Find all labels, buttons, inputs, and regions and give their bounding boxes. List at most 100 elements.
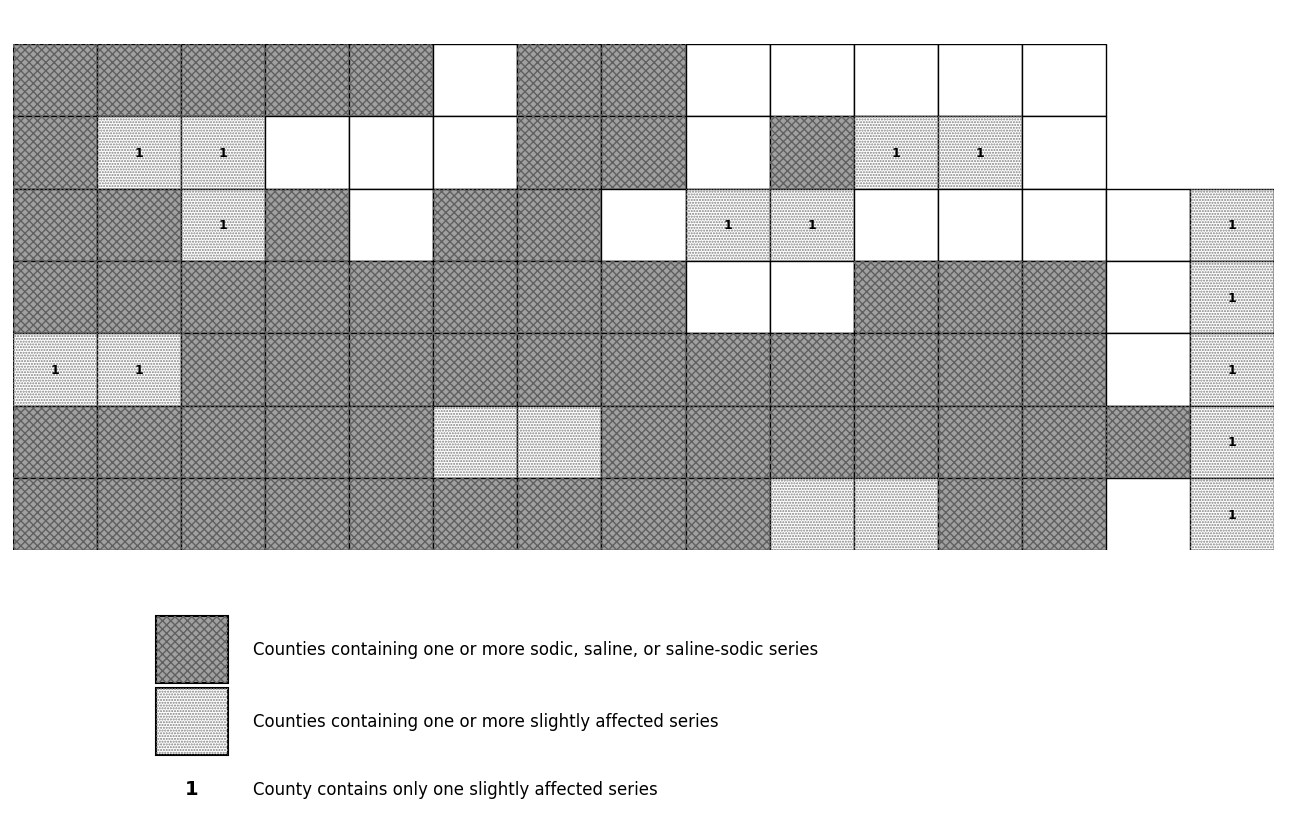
Bar	[181, 334, 265, 406]
Bar	[156, 688, 228, 755]
Bar	[13, 189, 98, 261]
Bar	[433, 261, 517, 334]
Bar	[685, 261, 770, 334]
Bar	[350, 45, 433, 117]
Bar	[265, 261, 350, 334]
Bar	[433, 45, 517, 117]
Bar	[13, 117, 98, 189]
Bar	[854, 117, 937, 189]
Bar	[181, 117, 265, 189]
Bar	[517, 334, 602, 406]
Bar	[937, 189, 1022, 261]
Bar	[517, 45, 602, 117]
Bar	[1022, 334, 1106, 406]
Bar	[98, 117, 181, 189]
Bar	[854, 261, 937, 334]
Bar	[854, 261, 937, 334]
Bar	[433, 478, 517, 551]
Bar	[685, 189, 770, 261]
Bar	[433, 334, 517, 406]
Bar	[1190, 478, 1274, 551]
Bar	[1190, 334, 1274, 406]
Bar	[98, 45, 181, 117]
Bar	[602, 261, 685, 334]
Bar	[854, 45, 937, 117]
Bar	[770, 189, 854, 261]
Bar	[433, 189, 517, 261]
Bar	[770, 261, 854, 334]
Bar	[350, 478, 433, 551]
Bar	[854, 189, 937, 261]
Text: 1: 1	[135, 146, 143, 160]
Bar	[433, 189, 517, 261]
Bar	[13, 261, 98, 334]
Bar	[13, 45, 98, 117]
Bar	[350, 261, 433, 334]
Bar	[517, 478, 602, 551]
Bar	[770, 117, 854, 189]
Bar	[1274, 261, 1300, 334]
Bar	[181, 406, 265, 478]
Text: 1: 1	[51, 364, 60, 376]
Bar	[602, 189, 685, 261]
Bar	[98, 45, 181, 117]
Text: 1: 1	[1227, 364, 1236, 376]
Bar	[265, 45, 350, 117]
Bar	[937, 406, 1022, 478]
Bar	[517, 117, 602, 189]
Bar	[517, 189, 602, 261]
Bar	[1274, 189, 1300, 261]
Bar	[1190, 406, 1274, 478]
Text: County contains only one slightly affected series: County contains only one slightly affect…	[254, 780, 658, 797]
Bar	[937, 478, 1022, 551]
Bar	[181, 406, 265, 478]
Bar	[181, 189, 265, 261]
Bar	[265, 478, 350, 551]
Bar	[156, 688, 228, 755]
Bar	[517, 45, 602, 117]
Bar	[517, 189, 602, 261]
Bar	[265, 45, 350, 117]
Bar	[181, 261, 265, 334]
Bar	[685, 117, 770, 189]
Bar	[854, 334, 937, 406]
Bar	[685, 478, 770, 551]
Bar	[98, 334, 181, 406]
Bar	[685, 189, 770, 261]
Bar	[685, 406, 770, 478]
Text: 1: 1	[1227, 508, 1236, 521]
Bar	[1022, 406, 1106, 478]
Bar	[770, 406, 854, 478]
Bar	[602, 478, 685, 551]
Bar	[1190, 261, 1274, 334]
Bar	[13, 189, 98, 261]
Bar	[1106, 406, 1190, 478]
Bar	[1022, 261, 1106, 334]
Bar	[265, 189, 350, 261]
Bar	[602, 406, 685, 478]
Bar	[602, 334, 685, 406]
Bar	[1022, 45, 1106, 117]
Bar	[13, 117, 98, 189]
Bar	[181, 334, 265, 406]
Bar	[770, 334, 854, 406]
Bar	[770, 406, 854, 478]
Bar	[433, 117, 517, 189]
Bar	[13, 45, 98, 117]
Bar	[181, 117, 265, 189]
Bar	[937, 117, 1022, 189]
Bar	[350, 406, 433, 478]
Text: 1: 1	[218, 146, 227, 160]
Bar	[1022, 117, 1106, 189]
Bar	[1106, 189, 1190, 261]
Bar	[433, 261, 517, 334]
Bar	[265, 189, 350, 261]
Bar	[350, 478, 433, 551]
Text: Counties containing one or more slightly affected series: Counties containing one or more slightly…	[254, 713, 719, 730]
Bar	[770, 478, 854, 551]
Bar	[98, 189, 181, 261]
Bar	[602, 45, 685, 117]
Bar	[98, 189, 181, 261]
Bar	[602, 334, 685, 406]
Bar	[854, 406, 937, 478]
